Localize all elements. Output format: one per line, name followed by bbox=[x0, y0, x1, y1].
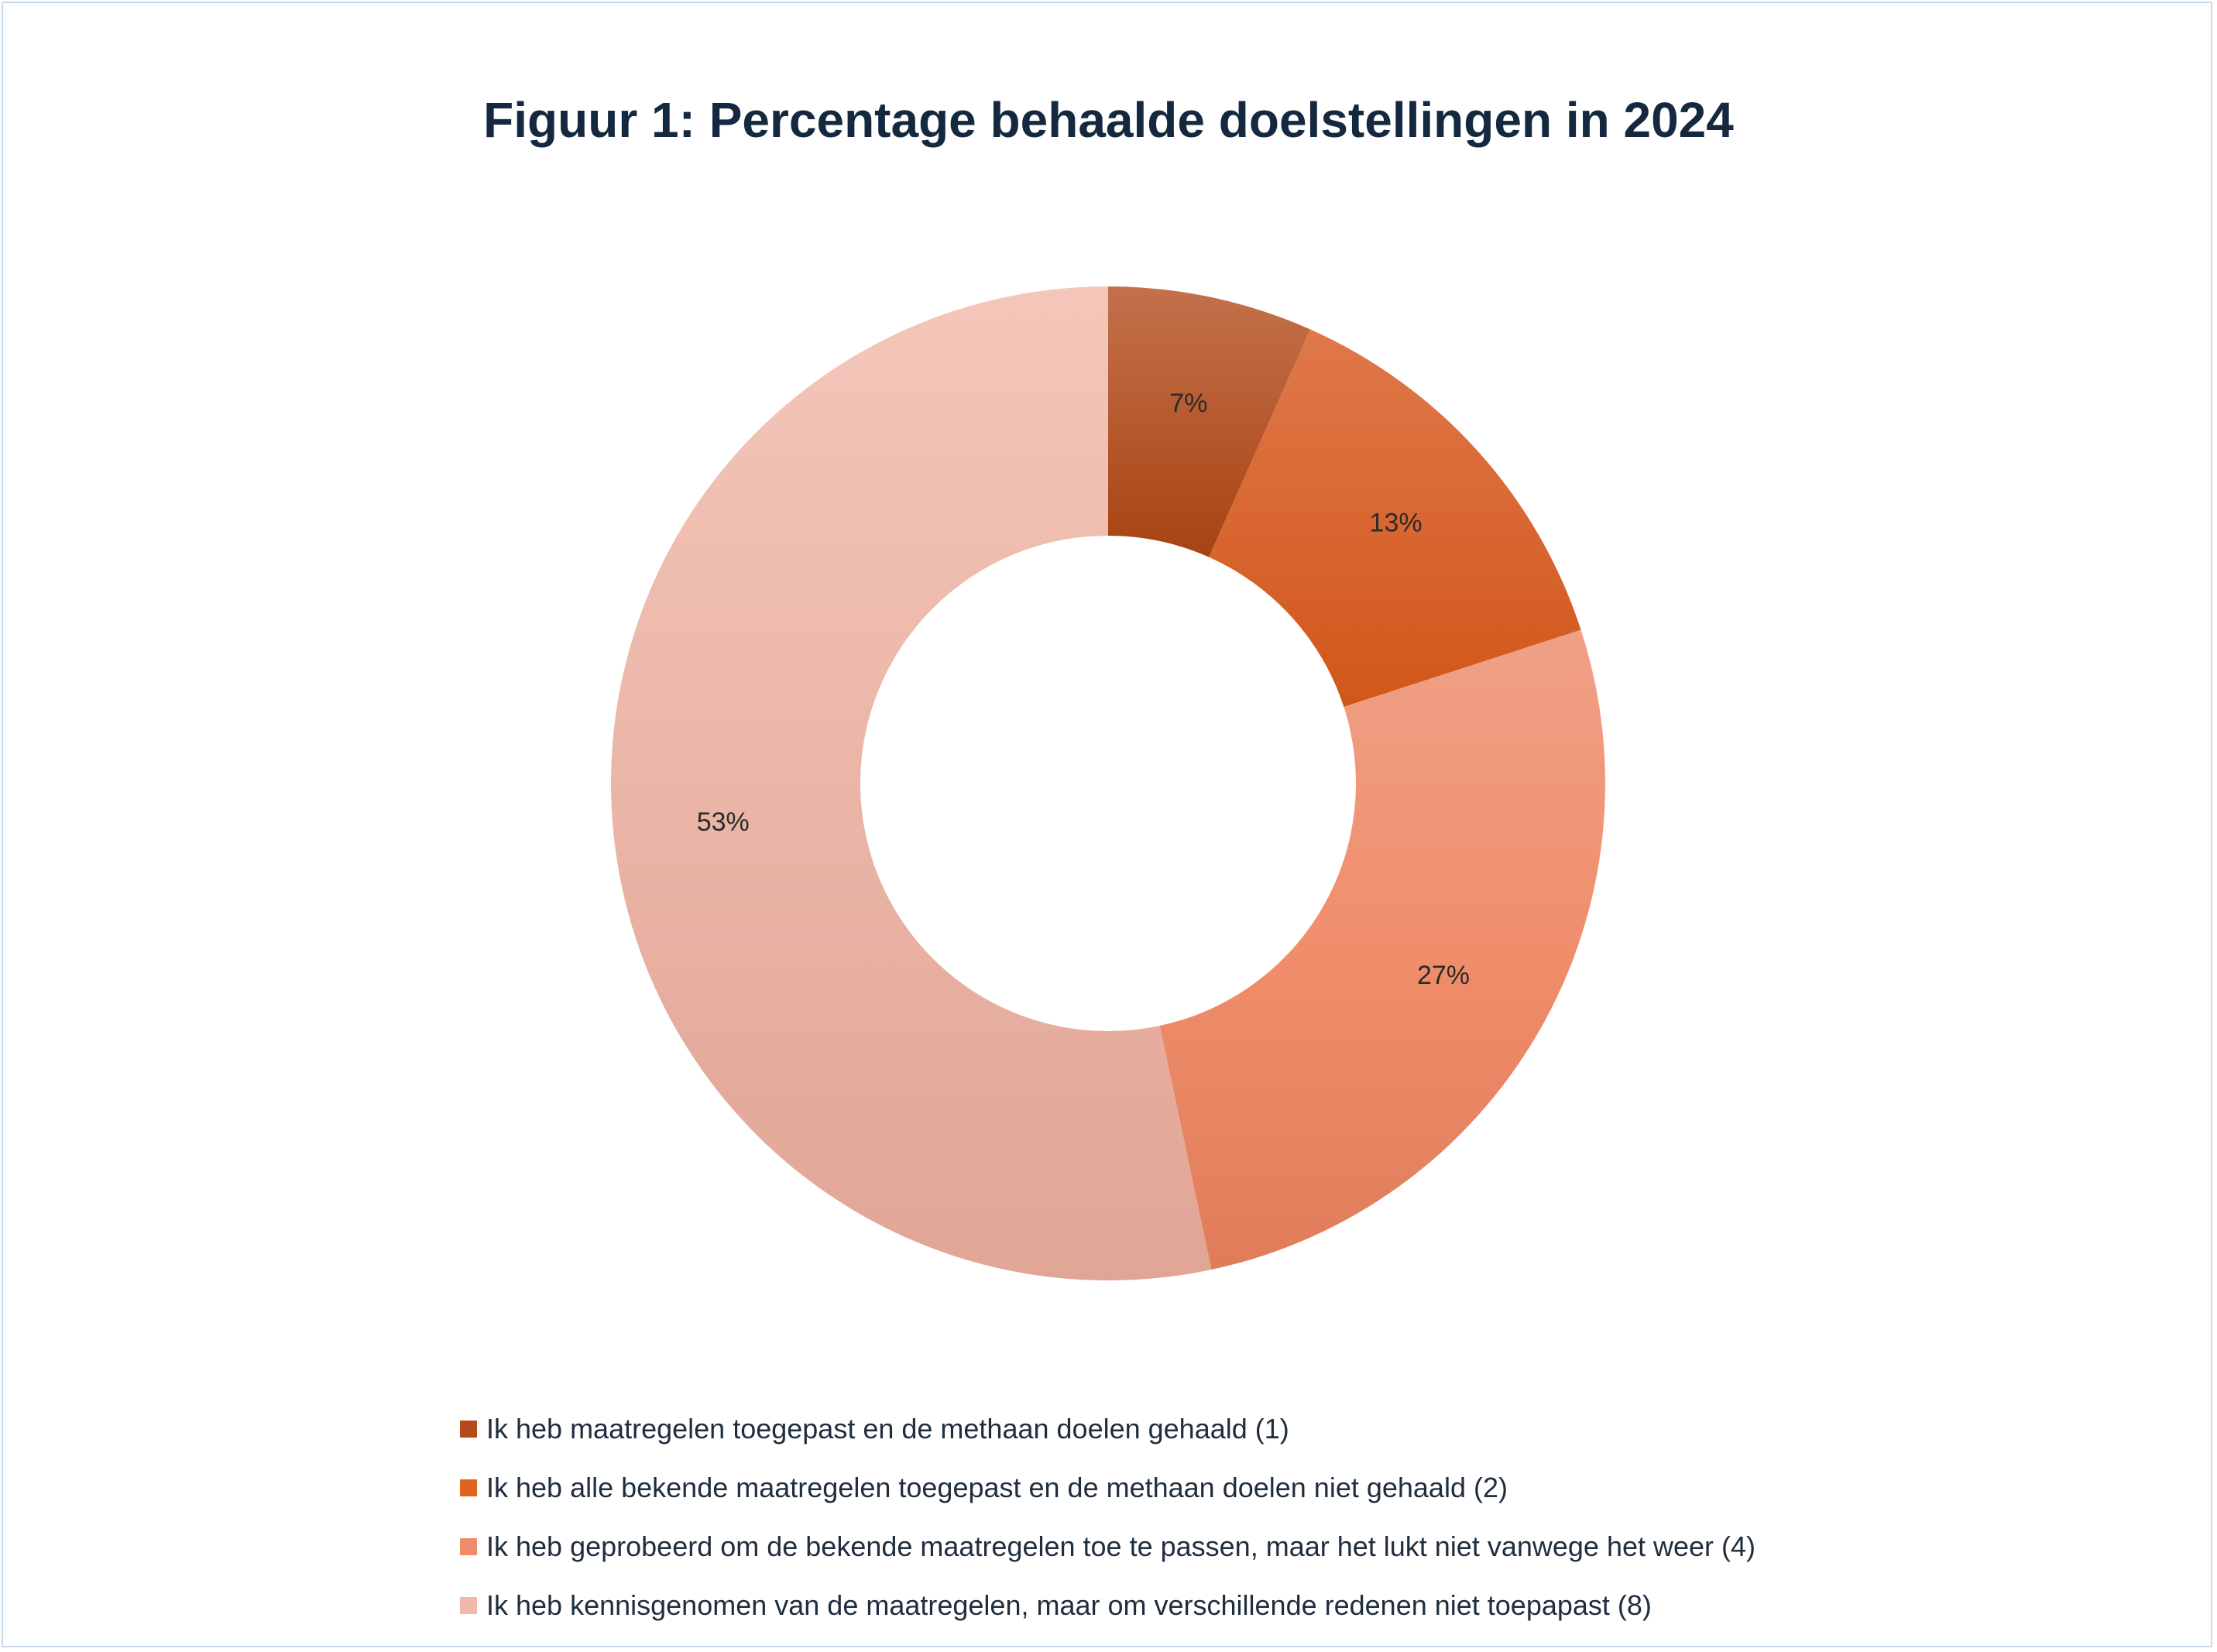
legend-item-1: Ik heb maatregelen toegepast en de metha… bbox=[460, 1400, 1755, 1458]
legend-swatch-2 bbox=[460, 1479, 477, 1496]
legend-label-2: Ik heb alle bekende maatregelen toegepas… bbox=[486, 1472, 1508, 1503]
donut-slice-2 bbox=[1209, 329, 1581, 708]
legend-swatch-1 bbox=[460, 1421, 477, 1438]
donut-slice-3 bbox=[1159, 629, 1605, 1270]
legend-swatch-4 bbox=[460, 1597, 477, 1614]
slice-data-label-3: 27% bbox=[1417, 961, 1470, 990]
legend-swatch-3 bbox=[460, 1538, 477, 1555]
legend-label-3: Ik heb geprobeerd om de bekende maatrege… bbox=[486, 1530, 1756, 1562]
legend-item-4: Ik heb kennisgenomen van de maatregelen,… bbox=[460, 1576, 1755, 1635]
legend-label-4: Ik heb kennisgenomen van de maatregelen,… bbox=[486, 1589, 1652, 1621]
chart-title: Figuur 1: Percentage behaalde doelstelli… bbox=[483, 92, 1734, 148]
donut-slice-1 bbox=[1108, 286, 1311, 557]
donut-slice-4 bbox=[610, 286, 1212, 1280]
legend-item-3: Ik heb geprobeerd om de bekende maatrege… bbox=[460, 1517, 1755, 1576]
legend-item-2: Ik heb alle bekende maatregelen toegepas… bbox=[460, 1458, 1755, 1517]
legend: Ik heb maatregelen toegepast en de metha… bbox=[460, 1400, 1755, 1635]
legend-label-1: Ik heb maatregelen toegepast en de metha… bbox=[486, 1413, 1289, 1445]
slice-data-label-1: 7% bbox=[1169, 389, 1207, 418]
slice-data-label-2: 13% bbox=[1370, 508, 1423, 537]
slice-data-label-4: 53% bbox=[697, 807, 750, 837]
